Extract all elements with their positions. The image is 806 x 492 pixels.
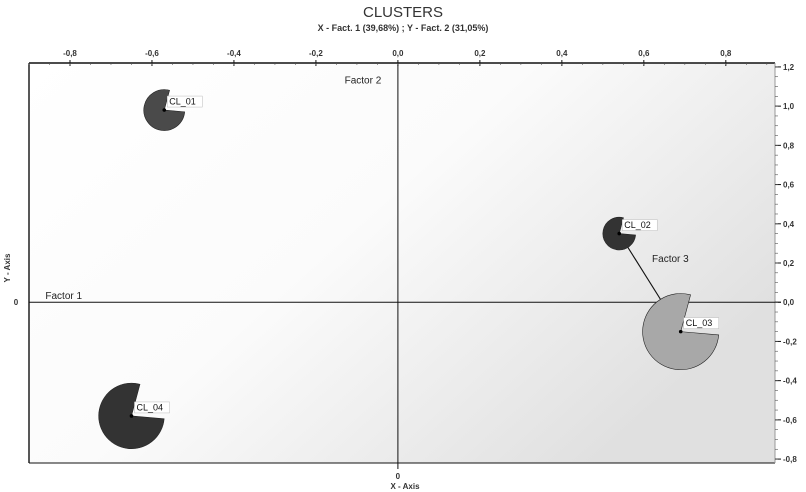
cluster-label-box	[621, 219, 658, 231]
y-tick-label: 0,8	[783, 141, 795, 150]
y-axis-label: Y - Axis	[3, 253, 12, 282]
x-tick-label: 0,8	[720, 49, 732, 58]
cluster-label-box	[167, 95, 203, 108]
cluster-center-point	[617, 231, 622, 236]
cluster-label: CL_01	[169, 97, 196, 107]
y-tick-label: -0,6	[783, 416, 797, 425]
y-tick-label: 0,0	[783, 298, 795, 307]
y-tick-label: -0,4	[783, 377, 797, 386]
y-tick-label: -0,2	[783, 337, 797, 346]
cluster-label-box	[683, 317, 719, 329]
y-tick-label: 0,2	[783, 259, 795, 268]
x-origin-label: 0	[396, 472, 401, 481]
chart-subtitle: X - Fact. 1 (39,68%) ; Y - Fact. 2 (31,0…	[318, 23, 489, 33]
factor-label: Factor 3	[652, 254, 689, 265]
y-origin-label: 0	[14, 298, 19, 307]
x-axis-label: X - Axis	[390, 482, 420, 491]
y-tick-label: 0,4	[783, 220, 795, 229]
x-tick-label: -0,6	[145, 49, 159, 58]
x-tick-label: 0,4	[556, 49, 568, 58]
x-tick-label: -0,4	[227, 49, 241, 58]
plot-background	[29, 63, 775, 463]
cluster-center-point	[129, 414, 134, 418]
cluster-label: CL_04	[136, 402, 163, 412]
y-tick-label: 1,0	[783, 102, 795, 111]
cluster-label-box	[134, 401, 170, 414]
cluster-label: CL_02	[624, 220, 651, 230]
y-tick-label: 0,6	[783, 181, 795, 190]
x-tick-label: 0,6	[638, 49, 650, 58]
cluster-center-point	[162, 108, 167, 112]
cluster-label: CL_03	[686, 318, 713, 328]
factor-label: Factor 1	[45, 291, 82, 302]
factor-label: Factor 2	[345, 76, 382, 87]
y-tick-label: -0,8	[783, 455, 797, 464]
x-tick-label: 0,2	[474, 49, 486, 58]
y-tick-label: 1,2	[783, 63, 795, 72]
x-tick-label: -0,8	[63, 49, 77, 58]
x-tick-label: -0,2	[309, 49, 323, 58]
chart-title: CLUSTERS	[363, 4, 443, 21]
cluster-center-point	[678, 329, 683, 334]
x-tick-label: 0,0	[392, 49, 404, 58]
